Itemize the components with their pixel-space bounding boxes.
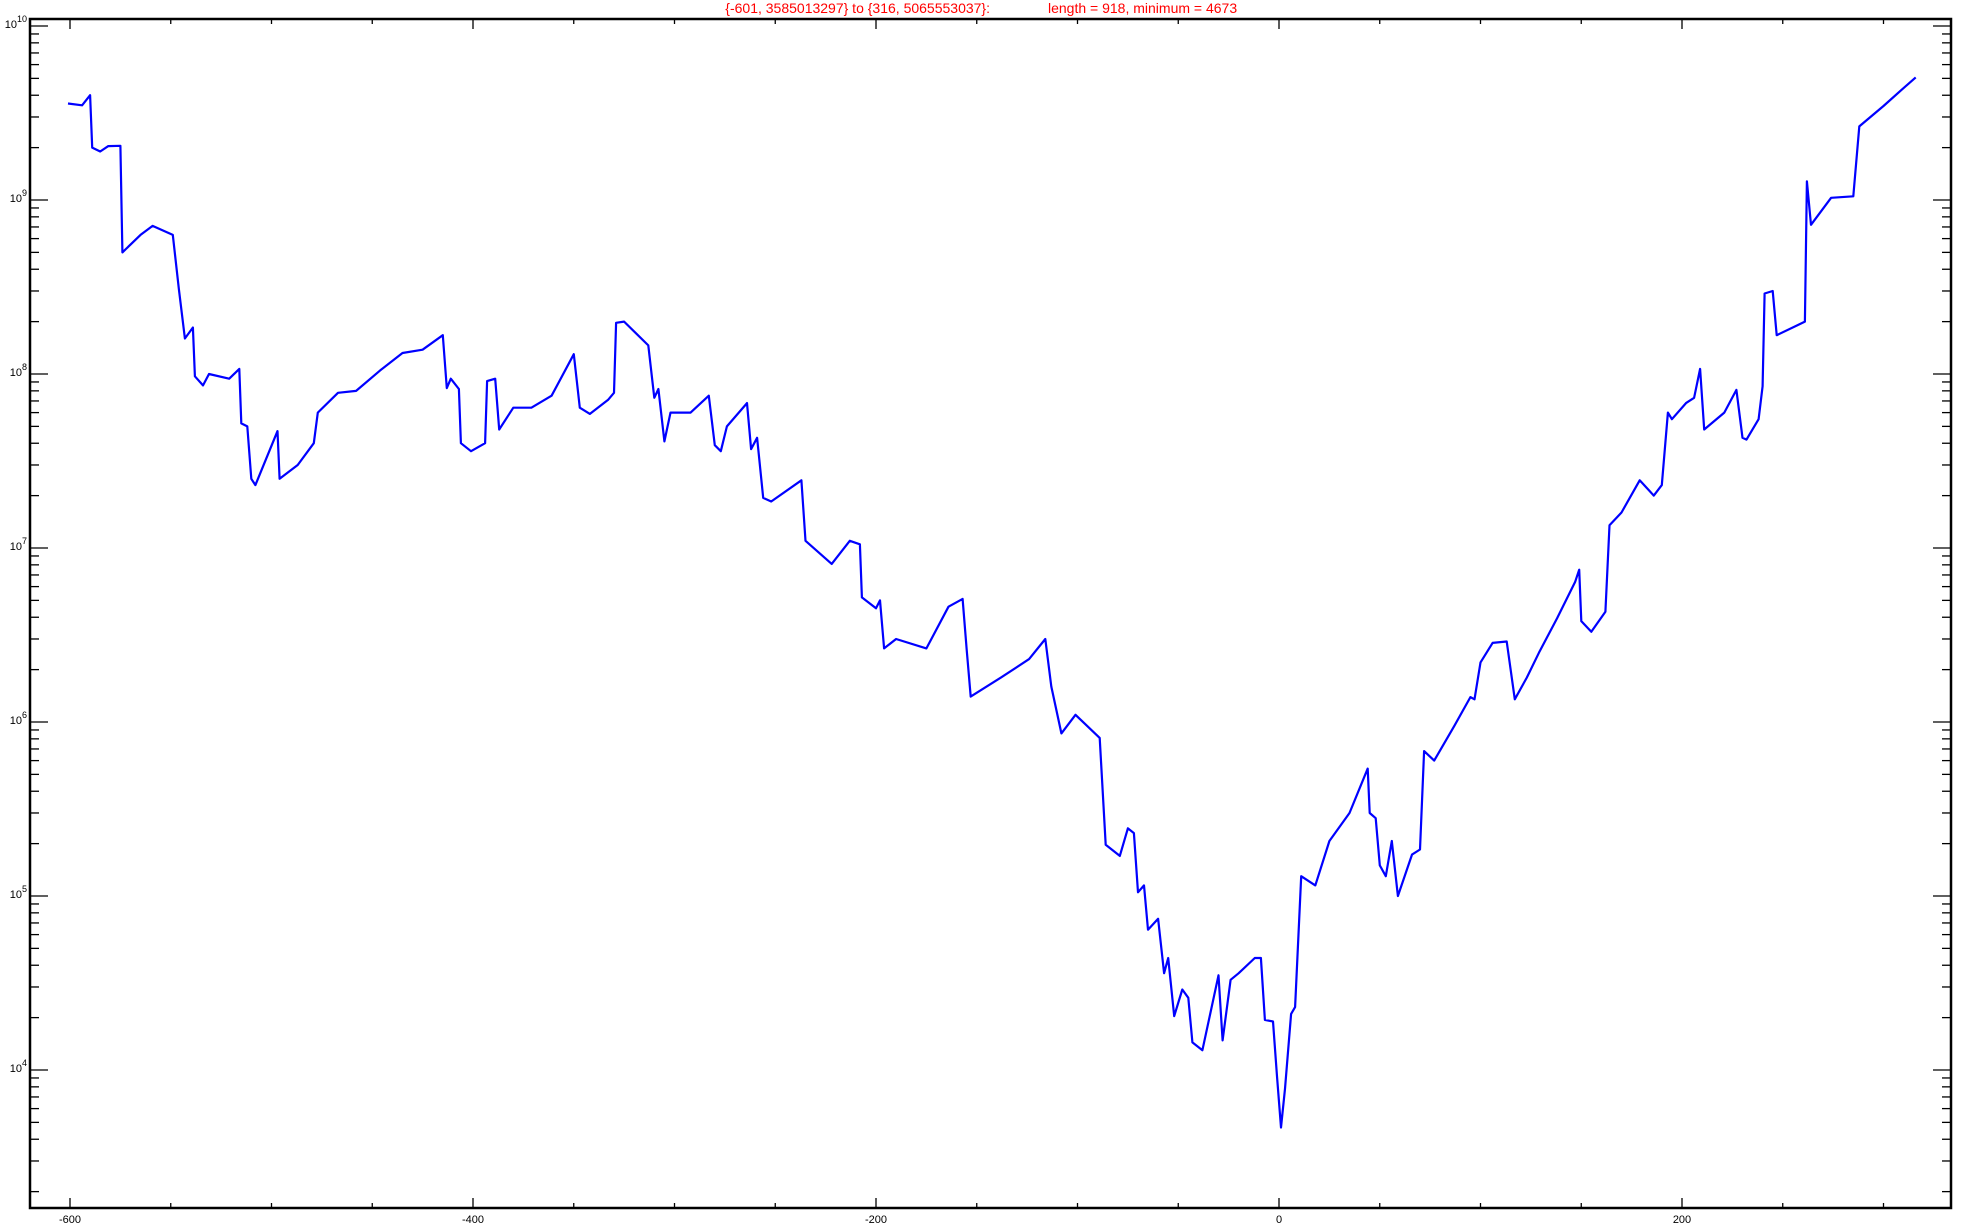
y-tick-label: 107 — [10, 536, 27, 553]
axis-ticks — [30, 19, 1951, 1208]
chart-subtitle: length = 918, minimum = 4673 — [1048, 0, 1237, 16]
x-tick-label: -600 — [59, 1214, 81, 1226]
y-tick-exponent: 6 — [22, 710, 27, 720]
y-tick-exponent: 5 — [22, 884, 27, 894]
y-tick-label: 109 — [10, 188, 27, 205]
chart-title: {-601, 3585013297} to {316, 5065553037}: — [725, 0, 990, 16]
y-tick-exponent: 7 — [22, 536, 27, 546]
y-tick-exponent: 10 — [17, 14, 27, 24]
y-tick-exponent: 4 — [22, 1058, 27, 1068]
y-tick-base: 10 — [10, 1063, 22, 1075]
x-tick-label: -200 — [865, 1214, 887, 1226]
x-tick-label: -400 — [462, 1214, 484, 1226]
y-tick-exponent: 9 — [22, 188, 27, 198]
y-tick-label: 108 — [10, 362, 27, 379]
x-tick-label: 0 — [1276, 1214, 1282, 1226]
y-tick-label: 1010 — [5, 14, 27, 31]
y-tick-base: 10 — [10, 889, 22, 901]
plot-frame — [28, 17, 1953, 1210]
series-line — [67, 76, 1917, 1129]
y-tick-exponent: 8 — [22, 362, 27, 372]
y-tick-base: 10 — [10, 715, 22, 727]
y-tick-base: 10 — [5, 19, 17, 31]
y-tick-label: 104 — [10, 1058, 27, 1075]
y-tick-label: 105 — [10, 884, 27, 901]
y-tick-base: 10 — [10, 367, 22, 379]
y-tick-base: 10 — [10, 541, 22, 553]
y-tick-label: 106 — [10, 710, 27, 727]
x-tick-label: 200 — [1673, 1214, 1691, 1226]
y-tick-base: 10 — [10, 193, 22, 205]
